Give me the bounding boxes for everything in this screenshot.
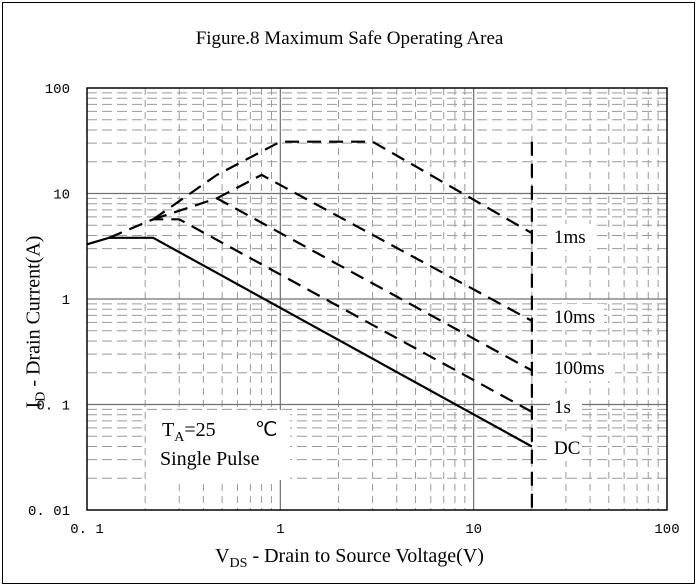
curve-label-bg [550,224,593,250]
y-tick-label: 0. 01 [28,504,70,520]
x-tick-label: 100 [654,522,679,538]
curve-label-dc: DC [554,438,580,459]
curve-label-bg [550,394,582,420]
annotation-pulse: Single Pulse [160,448,260,470]
plot-border [86,87,668,511]
x-axis-label: VDS - Drain to Source Voltage(V) [0,545,699,572]
x-axis-label-rest: - Drain to Source Voltage(V) [247,545,484,567]
series-line-10ms [216,173,533,322]
y-tick-label: 10 [53,188,70,204]
annotation-box [146,410,290,480]
x-axis-label-main: V [215,545,230,567]
y-tick-label: 100 [45,82,70,98]
x-tick-label: 10 [465,522,482,538]
curve-label-bg [550,355,615,381]
annotation-value: =25 [184,419,215,441]
y-tick-label: 0. 1 [36,399,70,415]
y-axis-label-sub: D [33,391,49,402]
curve-label-bg [550,435,582,461]
annotation-sub: A [174,430,185,445]
annotation-temperature: TA=25 [162,419,216,445]
curve-label-1s: 1s [554,397,571,418]
y-axis-label-main: I [22,401,45,409]
x-tick-label: 1 [276,522,284,538]
x-tick-label: 0. 1 [70,522,104,538]
series-line-1ms [152,140,533,235]
annotation-t: T [162,419,174,441]
y-axis-label-rest: - Drain Current(A) [22,235,45,392]
curve-label-100ms: 100ms [554,358,605,379]
y-axis-label: ID - Drain Current(A) [23,236,50,409]
y-tick-label: 1 [62,293,70,309]
curve-label-1ms: 1ms [554,227,586,248]
curve-label-10ms: 10ms [554,307,595,328]
curve-label-bg [550,304,604,330]
x-axis-label-sub: DS [229,556,248,571]
series-line-1s [108,218,533,413]
chart-title: Figure.8 Maximum Safe Operating Area [195,28,504,49]
annotation-unit: ℃ [255,419,277,441]
series-line-dc [86,236,533,448]
